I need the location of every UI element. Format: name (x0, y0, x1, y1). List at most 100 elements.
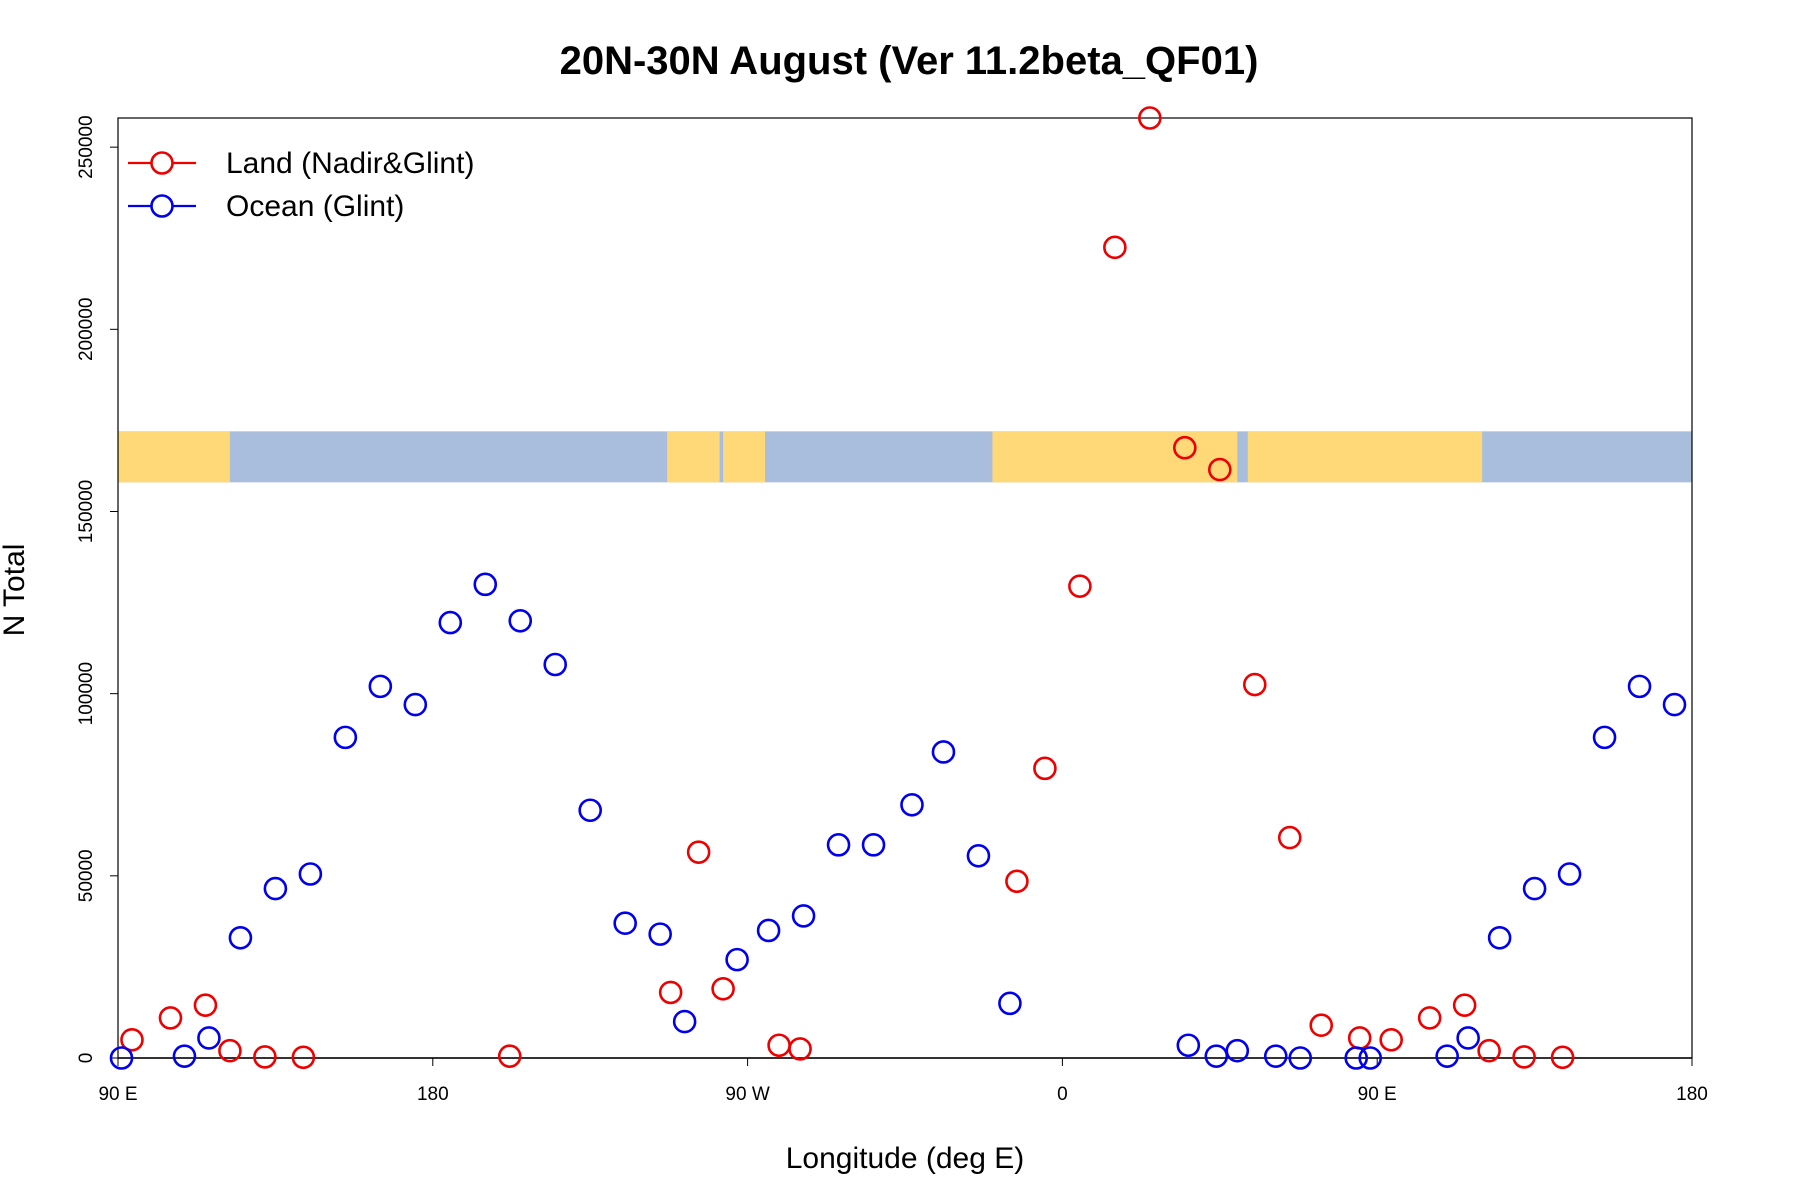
ocean-point (1358, 1046, 1383, 1070)
ocean-point (1557, 862, 1582, 886)
land-point (158, 1006, 183, 1030)
ocean-point (1662, 692, 1687, 717)
x-axis: 90 E 180 90 W 0 90 E 180 (98, 1058, 1708, 1105)
land-point (1242, 672, 1267, 697)
ocean-point (1204, 1044, 1229, 1068)
ocean-point (197, 1026, 221, 1050)
land-point (1512, 1045, 1536, 1069)
map-land (723, 431, 766, 483)
ocean-point (1288, 1046, 1313, 1070)
x-tick-label: 180 (1676, 1084, 1708, 1105)
ocean-point (543, 652, 568, 677)
y-tick-label: 250000 (76, 115, 97, 178)
ocean-point (1225, 1038, 1250, 1063)
x-axis-label: Longitude (deg E) (786, 1142, 1025, 1175)
ocean-point (473, 572, 498, 597)
map-land (667, 431, 720, 483)
ocean-point (172, 1044, 197, 1068)
land-point (120, 1027, 144, 1052)
ocean-point (1435, 1044, 1459, 1068)
land-point (1550, 1045, 1575, 1070)
land-point (788, 1037, 812, 1061)
legend-marker (150, 151, 174, 175)
ocean-point (1487, 925, 1512, 950)
land-point (1417, 1006, 1442, 1030)
y-tick-label: 0 (76, 1053, 97, 1064)
ocean-point (298, 862, 323, 886)
y-tick-label: 200000 (76, 298, 97, 361)
map-land (1247, 431, 1483, 483)
ocean-point (1456, 1026, 1480, 1050)
land-point (1477, 1038, 1501, 1063)
y-tick-label: 150000 (76, 480, 97, 543)
ocean-point (725, 947, 749, 972)
land-point (1379, 1027, 1403, 1052)
land-point (1208, 457, 1232, 482)
ocean-point (672, 1009, 697, 1034)
chart-title: 20N-30N August (Ver 11.2beta_QF01) (560, 39, 1259, 83)
land-point (1309, 1013, 1334, 1038)
x-tick-label: 90 E (1358, 1084, 1397, 1105)
land-point (1068, 574, 1092, 598)
land-point (1347, 1026, 1372, 1050)
ocean-point (648, 922, 672, 946)
map-strip (118, 431, 1692, 483)
ocean-point (1176, 1033, 1201, 1058)
x-tick-label: 90 E (98, 1084, 137, 1105)
y-axis: 0 50000 100000 150000 200000 250000 (76, 115, 118, 1063)
land-point (497, 1044, 522, 1068)
ocean-point (966, 843, 991, 868)
ocean-point (1263, 1044, 1288, 1068)
ocean-point (1592, 725, 1617, 750)
legend-marker (150, 194, 174, 218)
ocean-point (826, 833, 851, 857)
land-point (658, 980, 683, 1005)
ocean-point (403, 692, 428, 717)
land-point (1173, 435, 1197, 460)
legend: Land (Nadir&Glint) Ocean (Glint) (128, 147, 474, 223)
land-point (193, 993, 218, 1017)
land-point (1103, 235, 1127, 260)
land-point (218, 1038, 242, 1063)
data-points (109, 106, 1687, 1070)
land-point (711, 976, 735, 1001)
y-axis-label: N Total (0, 544, 31, 637)
plot-frame (117, 117, 1693, 1059)
y-tick-label: 100000 (76, 662, 97, 725)
ocean-point (228, 925, 253, 950)
land-point (1033, 756, 1057, 781)
ocean-point (931, 740, 956, 764)
x-tick-label: 0 (1057, 1084, 1068, 1105)
ocean-point (998, 991, 1022, 1016)
ocean-point (263, 876, 288, 901)
land-point (1138, 106, 1162, 130)
ocean-point (861, 833, 886, 857)
ocean-point (1344, 1046, 1369, 1070)
ocean-point (1522, 876, 1547, 901)
ocean-point (1627, 674, 1652, 699)
map-land (118, 431, 230, 483)
legend-label: Land (Nadir&Glint) (226, 147, 474, 180)
land-point (1452, 993, 1477, 1017)
x-tick-label: 180 (417, 1084, 449, 1105)
ocean-point (368, 674, 393, 699)
map-land (992, 431, 1238, 483)
land-point (253, 1045, 277, 1069)
ocean-point (900, 792, 924, 817)
ocean-point (333, 725, 358, 750)
ocean-point (438, 610, 463, 635)
ocean-point (508, 608, 533, 633)
land-point (1005, 869, 1029, 894)
ocean-point (578, 798, 603, 823)
ocean-point (109, 1046, 134, 1070)
land-point (767, 1033, 791, 1058)
ocean-point (791, 904, 816, 928)
land-point (1277, 825, 1302, 850)
ocean-point (756, 918, 781, 943)
ocean-point (613, 911, 637, 935)
legend-label: Ocean (Glint) (226, 190, 404, 223)
land-point (291, 1045, 316, 1070)
y-tick-label: 50000 (76, 849, 97, 902)
x-tick-label: 90 W (725, 1084, 769, 1105)
